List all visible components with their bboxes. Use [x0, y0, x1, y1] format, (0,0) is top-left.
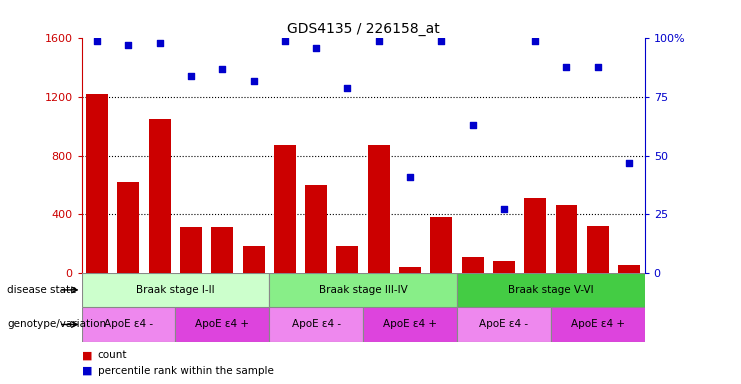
- Point: [185, 73, 197, 79]
- Bar: [180, 227, 202, 273]
- Text: GSM735099: GSM735099: [155, 274, 165, 320]
- Text: GSM735098: GSM735098: [124, 274, 133, 320]
- Bar: [211, 227, 233, 273]
- Point: [404, 174, 416, 180]
- Bar: [399, 267, 421, 273]
- Bar: [242, 245, 265, 273]
- Text: GSM735108: GSM735108: [625, 274, 634, 320]
- Bar: [305, 185, 327, 273]
- Text: genotype/variation: genotype/variation: [7, 319, 107, 329]
- FancyBboxPatch shape: [83, 273, 111, 295]
- Text: GSM735100: GSM735100: [374, 274, 383, 320]
- Bar: [524, 198, 546, 273]
- Point: [247, 78, 259, 84]
- FancyBboxPatch shape: [490, 273, 518, 295]
- Bar: [368, 145, 390, 273]
- FancyBboxPatch shape: [584, 273, 612, 295]
- Text: GSM735095: GSM735095: [218, 274, 227, 320]
- Text: ApoE ε4 -: ApoE ε4 -: [479, 319, 528, 329]
- FancyBboxPatch shape: [177, 273, 205, 295]
- FancyBboxPatch shape: [365, 273, 393, 295]
- Point: [467, 122, 479, 128]
- FancyBboxPatch shape: [270, 273, 299, 295]
- Text: count: count: [98, 350, 127, 360]
- FancyBboxPatch shape: [428, 273, 456, 295]
- Text: ■: ■: [82, 350, 92, 360]
- Text: GSM735097: GSM735097: [93, 274, 102, 320]
- Bar: [274, 145, 296, 273]
- Text: GSM735111: GSM735111: [531, 274, 539, 320]
- Title: GDS4135 / 226158_at: GDS4135 / 226158_at: [287, 22, 439, 36]
- Text: GSM735106: GSM735106: [562, 274, 571, 320]
- FancyBboxPatch shape: [521, 273, 549, 295]
- Text: GSM735104: GSM735104: [312, 274, 321, 320]
- Text: GSM735109: GSM735109: [468, 274, 477, 320]
- Text: Braak stage I-II: Braak stage I-II: [136, 285, 215, 295]
- Text: ApoE ε4 +: ApoE ε4 +: [383, 319, 437, 329]
- Point: [279, 38, 290, 44]
- Point: [91, 38, 103, 44]
- Text: GSM735103: GSM735103: [280, 274, 290, 320]
- Point: [623, 159, 635, 166]
- Text: ApoE ε4 -: ApoE ε4 -: [104, 319, 153, 329]
- Bar: [269, 273, 457, 307]
- Bar: [431, 217, 452, 273]
- Bar: [457, 273, 645, 307]
- Bar: [493, 261, 515, 273]
- Text: percentile rank within the sample: percentile rank within the sample: [98, 366, 273, 376]
- Bar: [457, 307, 551, 342]
- FancyBboxPatch shape: [146, 273, 174, 295]
- Bar: [556, 205, 577, 273]
- Bar: [118, 182, 139, 273]
- FancyBboxPatch shape: [239, 273, 268, 295]
- Text: ApoE ε4 +: ApoE ε4 +: [196, 319, 249, 329]
- Point: [560, 63, 572, 70]
- Point: [310, 45, 322, 51]
- Bar: [86, 94, 108, 273]
- Bar: [551, 307, 645, 342]
- Text: ApoE ε4 +: ApoE ε4 +: [571, 319, 625, 329]
- Point: [154, 40, 166, 46]
- FancyBboxPatch shape: [615, 273, 643, 295]
- FancyBboxPatch shape: [396, 273, 424, 295]
- Bar: [82, 307, 176, 342]
- Point: [373, 38, 385, 44]
- FancyBboxPatch shape: [459, 273, 487, 295]
- Text: GSM735101: GSM735101: [405, 274, 414, 320]
- Bar: [462, 257, 484, 273]
- Text: disease state: disease state: [7, 285, 77, 295]
- FancyBboxPatch shape: [333, 273, 362, 295]
- Text: GSM735096: GSM735096: [249, 274, 258, 320]
- Point: [216, 66, 228, 72]
- Bar: [363, 307, 457, 342]
- Bar: [618, 265, 640, 273]
- Text: Braak stage V-VI: Braak stage V-VI: [508, 285, 594, 295]
- Bar: [336, 245, 359, 273]
- FancyBboxPatch shape: [208, 273, 236, 295]
- Bar: [82, 273, 269, 307]
- Bar: [149, 119, 170, 273]
- FancyBboxPatch shape: [114, 273, 142, 295]
- Point: [342, 84, 353, 91]
- Point: [122, 42, 134, 48]
- FancyBboxPatch shape: [302, 273, 330, 295]
- Text: ApoE ε4 -: ApoE ε4 -: [292, 319, 341, 329]
- Point: [592, 63, 604, 70]
- Point: [436, 38, 448, 44]
- Bar: [269, 307, 363, 342]
- Text: GSM735094: GSM735094: [187, 274, 196, 320]
- Text: GSM735102: GSM735102: [436, 274, 446, 320]
- Point: [498, 206, 510, 212]
- Point: [529, 38, 541, 44]
- Bar: [587, 226, 608, 273]
- Text: GSM735110: GSM735110: [499, 274, 508, 320]
- Text: ■: ■: [82, 366, 92, 376]
- Text: Braak stage III-IV: Braak stage III-IV: [319, 285, 408, 295]
- Text: GSM735107: GSM735107: [594, 274, 602, 320]
- FancyBboxPatch shape: [552, 273, 580, 295]
- Text: GSM735105: GSM735105: [343, 274, 352, 320]
- Bar: [176, 307, 269, 342]
